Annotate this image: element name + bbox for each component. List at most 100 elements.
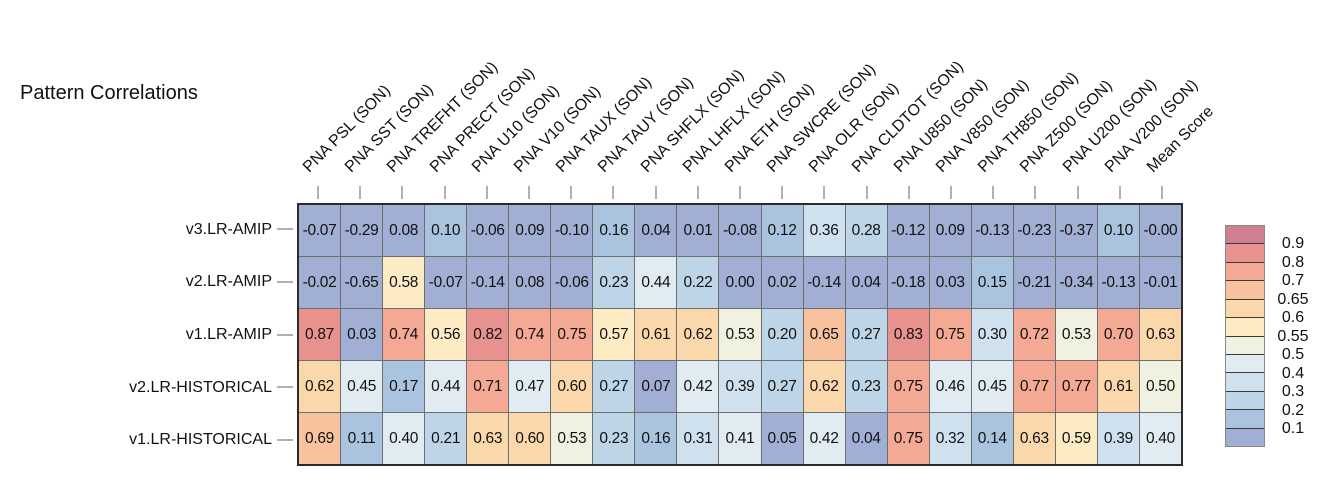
colorbar-segment — [1226, 390, 1264, 410]
heatmap-cell: -0.02 — [299, 257, 341, 308]
heatmap-cell: -0.06 — [467, 205, 509, 256]
y-tick — [277, 438, 293, 441]
heatmap-cell: 0.23 — [845, 361, 887, 412]
x-tick — [781, 186, 784, 199]
heatmap-cell: 0.08 — [383, 205, 425, 256]
colorbar-segment — [1226, 261, 1264, 281]
colorbar-tick-label: 0.2 — [1281, 401, 1305, 419]
heatmap-cell: -0.34 — [1055, 257, 1097, 308]
heatmap-cell: -0.12 — [887, 205, 929, 256]
heatmap-cell: 0.65 — [803, 309, 845, 360]
y-tick — [277, 386, 293, 389]
heatmap-cell: 0.72 — [1013, 309, 1055, 360]
x-tick — [528, 186, 531, 199]
heatmap-cell: 0.11 — [341, 413, 383, 464]
heatmap-cell: 0.15 — [971, 257, 1013, 308]
x-tick — [739, 186, 741, 199]
heatmap-cell: -0.23 — [1013, 205, 1055, 256]
x-tick — [696, 186, 699, 199]
heatmap-cell: 0.02 — [761, 257, 803, 308]
x-tick — [612, 186, 615, 199]
heatmap-cell: 0.47 — [509, 361, 551, 412]
heatmap-cell: 0.41 — [719, 413, 761, 464]
heatmap-cell: 0.03 — [341, 309, 383, 360]
heatmap-cell: 0.10 — [1097, 205, 1139, 256]
heatmap-cell: 0.27 — [761, 361, 803, 412]
x-tick — [1076, 186, 1079, 199]
heatmap-cell: 0.04 — [845, 257, 887, 308]
heatmap-cell: -0.14 — [467, 257, 509, 308]
heatmap-cell: -0.08 — [719, 205, 761, 256]
heatmap-cell: -0.37 — [1055, 205, 1097, 256]
heatmap-cell: 0.04 — [635, 205, 677, 256]
heatmap-cell: 0.28 — [845, 205, 887, 256]
heatmap-cell: 0.77 — [1013, 361, 1055, 412]
heatmap-cell: 0.75 — [929, 309, 971, 360]
heatmap-cell: 0.09 — [509, 205, 551, 256]
heatmap-cell: 0.23 — [593, 413, 635, 464]
colorbar-tick-label: 0.4 — [1281, 364, 1305, 382]
heatmap-cell: 0.31 — [677, 413, 719, 464]
heatmap-cell: 0.44 — [425, 361, 467, 412]
heatmap-cell: 0.05 — [761, 413, 803, 464]
heatmap-cell: 0.22 — [677, 257, 719, 308]
heatmap-cell: 0.30 — [971, 309, 1013, 360]
colorbar-segment — [1226, 372, 1264, 391]
heatmap-cell: 0.53 — [551, 413, 593, 464]
colorbar-tick-label: 0.9 — [1281, 235, 1305, 252]
colorbar-segment — [1226, 317, 1264, 336]
heatmap-cell: 0.20 — [761, 309, 803, 360]
heatmap-cell: 0.87 — [299, 309, 341, 360]
heatmap-cell: -0.14 — [803, 257, 845, 308]
colorbar-tick-label: 0.6 — [1281, 309, 1305, 326]
x-tick — [992, 186, 995, 199]
heatmap-cell: 0.63 — [1013, 413, 1055, 464]
heatmap-cell: 0.12 — [761, 205, 803, 256]
colorbar-segment — [1226, 353, 1264, 373]
y-tick — [277, 228, 293, 231]
heatmap-cell: 0.57 — [593, 309, 635, 360]
heatmap-cell: 0.82 — [467, 309, 509, 360]
heatmap-cell: 0.46 — [929, 361, 971, 412]
heatmap-cell: 0.23 — [593, 257, 635, 308]
heatmap-cell: -0.10 — [551, 205, 593, 256]
y-axis-label: v3.LR-AMIP — [185, 220, 272, 238]
x-tick — [1034, 186, 1037, 199]
heatmap-cell: 0.16 — [593, 205, 635, 256]
heatmap-cell: 0.75 — [887, 361, 929, 412]
x-tick — [401, 186, 404, 199]
x-tick — [1160, 186, 1163, 199]
heatmap-cell: 0.00 — [719, 257, 761, 308]
heatmap-cell: 0.42 — [803, 413, 845, 464]
heatmap-cell: 0.36 — [803, 205, 845, 256]
heatmap-cell: 0.04 — [845, 413, 887, 464]
heatmap-cell: 0.21 — [425, 413, 467, 464]
heatmap-cell: 0.14 — [971, 413, 1013, 464]
colorbar-tick-label: 0.8 — [1281, 253, 1305, 271]
heatmap-cell: 0.61 — [1097, 361, 1139, 412]
chart-title: Pattern Correlations — [20, 82, 198, 104]
x-tick — [907, 186, 910, 199]
heatmap-cell: -0.21 — [1013, 257, 1055, 308]
heatmap-cell: 0.61 — [635, 309, 677, 360]
heatmap-cell: -0.18 — [887, 257, 929, 308]
colorbar-tick-label: 0.65 — [1277, 290, 1309, 308]
heatmap-cell: 0.59 — [1055, 413, 1097, 464]
colorbar-segment — [1226, 335, 1264, 354]
y-axis-label: v2.LR-AMIP — [185, 273, 272, 291]
heatmap-cell: -0.07 — [425, 257, 467, 308]
heatmap-cell: 0.27 — [845, 309, 887, 360]
heatmap-cell: 0.32 — [929, 413, 971, 464]
colorbar-segment — [1226, 280, 1264, 299]
heatmap-cell: 0.03 — [929, 257, 971, 308]
heatmap-cell: 0.07 — [635, 361, 677, 412]
heatmap-cell: 0.39 — [1097, 413, 1139, 464]
x-tick — [1118, 186, 1121, 199]
colorbar-tick-label: 0.5 — [1281, 346, 1305, 363]
x-tick — [823, 186, 826, 199]
heatmap-cell: 0.58 — [383, 257, 425, 308]
heatmap-cell: 0.62 — [299, 361, 341, 412]
heatmap-cell: 0.10 — [425, 205, 467, 256]
heatmap-cell: 0.71 — [467, 361, 509, 412]
